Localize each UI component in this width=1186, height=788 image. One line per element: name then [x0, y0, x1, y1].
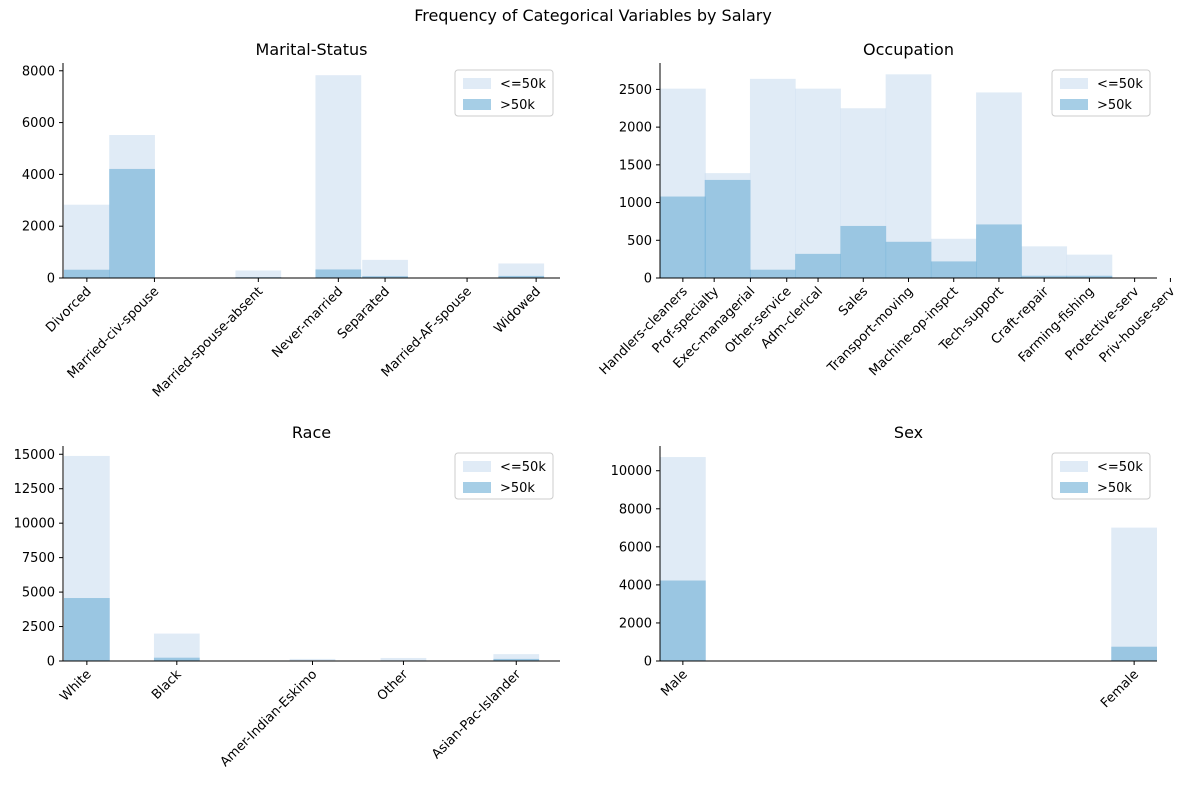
y-tick-label: 10000 — [14, 517, 55, 532]
y-tick-label: 2000 — [619, 121, 652, 136]
legend-swatch — [463, 78, 491, 89]
bar-50k-7 — [976, 224, 1022, 278]
bar-50k-3 — [795, 88, 841, 278]
y-tick-label: 6000 — [619, 540, 652, 555]
x-tick-label: White — [57, 667, 94, 704]
x-tick-label: Divorced — [43, 284, 94, 335]
legend-swatch — [1060, 461, 1088, 472]
bar-50k-0 — [660, 580, 706, 661]
y-tick-label: 5000 — [22, 586, 55, 601]
x-tick-label: Female — [1098, 667, 1142, 711]
legend-swatch — [1060, 78, 1088, 89]
bar-50k-2 — [749, 269, 796, 278]
legend-label: <=50k — [500, 77, 546, 92]
y-tick-label: 2500 — [22, 620, 55, 635]
y-tick-label: 12500 — [14, 482, 55, 497]
bar-50k-1 — [109, 168, 155, 278]
legend-label: >50k — [500, 481, 535, 496]
bar-50k-4 — [840, 225, 887, 278]
bar-50k-3 — [315, 269, 362, 278]
bar-50k-0 — [63, 269, 110, 278]
y-tick-label: 4000 — [22, 168, 55, 183]
panel-marital-status: Marital-Status 0 2000 4000 6000 8000 Divorced M… — [22, 40, 560, 400]
x-tick-label: Never-married — [269, 284, 346, 361]
bar-50k-5 — [885, 241, 932, 278]
bar-50k-0 — [63, 204, 110, 278]
legend-swatch — [463, 482, 491, 493]
panel-title: Sex — [894, 423, 923, 442]
bar-50k-1 — [1111, 527, 1157, 661]
bar-50k-0 — [63, 598, 110, 661]
bar-50k-4 — [493, 654, 540, 661]
x-tick-label: Married-AF-spouse — [379, 284, 475, 380]
y-tick-label: 500 — [627, 234, 652, 249]
x-tick-label: Asian-Pac-Islander — [429, 667, 524, 762]
bar-50k-9 — [1066, 254, 1113, 278]
legend-swatch — [463, 461, 491, 472]
bar-50k-2 — [749, 78, 796, 278]
panel-title: Occupation — [863, 40, 954, 59]
legend-label: >50k — [500, 98, 535, 113]
legend-swatch — [1060, 99, 1088, 110]
x-tick-label: Male — [658, 667, 690, 699]
y-tick-label: 2000 — [22, 220, 55, 235]
bar-50k-1 — [153, 657, 200, 661]
bar-50k-2 — [289, 658, 336, 661]
bar-50k-3 — [315, 75, 362, 278]
bar-50k-4 — [493, 658, 540, 661]
x-tick-label: Amer-Indian-Eskimo — [218, 667, 321, 770]
bar-50k-4 — [362, 276, 408, 278]
y-tick-label: 0 — [47, 272, 55, 287]
bar-50k-8 — [1021, 246, 1068, 278]
y-tick-label: 2000 — [619, 616, 652, 631]
y-tick-label: 6000 — [22, 116, 55, 131]
bar-50k-9 — [1066, 275, 1113, 278]
legend-label: <=50k — [500, 460, 546, 475]
y-tick-label: 0 — [644, 655, 652, 670]
bar-50k-8 — [1021, 275, 1068, 278]
bar-50k-3 — [380, 657, 427, 661]
panel-title: Marital-Status — [256, 40, 368, 59]
bar-50k-1 — [704, 179, 751, 278]
bar-50k-6 — [930, 261, 977, 278]
x-tick-label: Other — [375, 667, 412, 704]
y-tick-label: 2500 — [619, 83, 652, 98]
y-tick-label: 0 — [644, 272, 652, 287]
x-tick-label: Transport-moving — [824, 284, 916, 376]
bar-50k-0 — [660, 196, 706, 278]
y-tick-label: 8000 — [22, 64, 55, 79]
x-tick-label: Married-spouse-absent — [150, 284, 266, 400]
bar-50k-3 — [795, 253, 841, 278]
bar-50k-1 — [153, 633, 200, 661]
y-tick-label: 10000 — [611, 464, 652, 479]
x-tick-label: Black — [149, 667, 185, 703]
bar-50k-1 — [1111, 646, 1157, 661]
panel-title: Race — [292, 423, 331, 442]
y-tick-label: 7500 — [22, 551, 55, 566]
legend-label: >50k — [1097, 481, 1132, 496]
legend-label: <=50k — [1097, 77, 1143, 92]
legend-label: <=50k — [1097, 460, 1143, 475]
y-tick-label: 0 — [47, 655, 55, 670]
y-tick-label: 8000 — [619, 502, 652, 517]
figure-title: Frequency of Categorical Variables by Sa… — [414, 6, 772, 25]
panel-sex: Sex 0 2000 4000 6000 8000 10000 Male Female <=50k… — [611, 423, 1157, 711]
bar-50k-4 — [362, 259, 408, 278]
x-tick-label: Widowed — [491, 284, 544, 337]
bar-50k-6 — [498, 275, 545, 278]
y-tick-label: 4000 — [619, 578, 652, 593]
y-tick-label: 1500 — [619, 158, 652, 173]
x-tick-label: Sales — [836, 284, 871, 319]
panel-race: Race 0 2500 5000 7500 10000 12500 15000 White Bla… — [14, 423, 560, 770]
y-tick-label: 1000 — [619, 196, 652, 211]
legend-swatch — [1060, 482, 1088, 493]
panel-occupation: Occupation05001000150020002500Handlers-c… — [597, 40, 1179, 379]
bar-50k-2 — [235, 270, 282, 278]
y-tick-label: 15000 — [14, 448, 55, 463]
legend-label: >50k — [1097, 98, 1132, 113]
legend-swatch — [463, 99, 491, 110]
bar-50k-6 — [498, 263, 545, 278]
